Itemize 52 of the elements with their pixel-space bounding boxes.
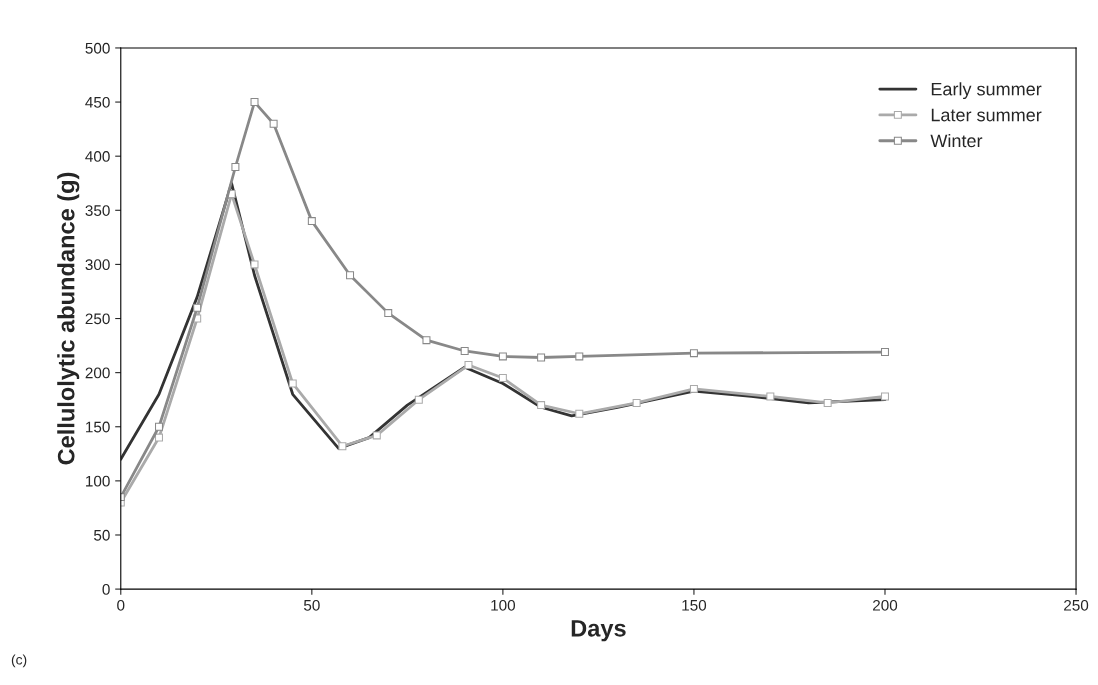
y-tick-label: 400 bbox=[85, 151, 110, 162]
point bbox=[537, 353, 546, 362]
y-tick-label: 0 bbox=[102, 583, 110, 595]
point bbox=[307, 217, 316, 226]
legend-label: Later summer bbox=[931, 108, 1042, 122]
point bbox=[414, 395, 423, 404]
legend-label: Early summer bbox=[931, 82, 1042, 100]
point bbox=[823, 398, 832, 407]
text: (c) bbox=[11, 654, 27, 668]
point bbox=[498, 352, 507, 361]
point bbox=[881, 348, 889, 357]
y-tick-label: 450 bbox=[85, 96, 110, 108]
x-tick-label: 50 bbox=[303, 599, 320, 611]
y-tick-label: 50 bbox=[93, 529, 110, 541]
point bbox=[632, 398, 641, 407]
point bbox=[372, 431, 381, 440]
point bbox=[575, 409, 584, 418]
y-tick-label: 300 bbox=[85, 259, 110, 271]
point bbox=[250, 98, 259, 107]
x-tick-label: 150 bbox=[682, 599, 707, 611]
x-tick-label: 100 bbox=[491, 599, 516, 611]
point bbox=[766, 392, 775, 401]
point bbox=[193, 303, 202, 312]
point bbox=[575, 352, 584, 361]
x-tick-label: 250 bbox=[1064, 599, 1089, 611]
point bbox=[346, 271, 355, 280]
y-tick-label: 150 bbox=[86, 421, 110, 433]
point bbox=[537, 401, 546, 410]
x-tick-label: 0 bbox=[117, 599, 125, 611]
point bbox=[269, 119, 278, 128]
point bbox=[338, 442, 347, 451]
point bbox=[460, 347, 469, 355]
point bbox=[155, 433, 163, 442]
point bbox=[155, 422, 163, 431]
y-tick-label: 500 bbox=[85, 42, 110, 54]
point bbox=[231, 163, 240, 171]
y-tick-label: 100 bbox=[86, 475, 110, 487]
point bbox=[288, 379, 297, 388]
y-tick-label: 200 bbox=[85, 367, 110, 379]
point bbox=[689, 349, 698, 358]
y-axis-title: Cellulolytic abundance (g) bbox=[57, 172, 80, 465]
point bbox=[881, 392, 889, 401]
legend-label: Winter bbox=[930, 133, 983, 148]
x-axis-title: Days bbox=[571, 620, 626, 642]
y-tick-label: 350 bbox=[85, 205, 110, 216]
point bbox=[250, 260, 259, 269]
x-tick-label: 200 bbox=[873, 599, 898, 611]
point bbox=[422, 336, 431, 345]
point bbox=[498, 374, 507, 383]
point bbox=[384, 309, 393, 318]
y-tick-label: 250 bbox=[85, 313, 110, 325]
point bbox=[689, 384, 698, 393]
